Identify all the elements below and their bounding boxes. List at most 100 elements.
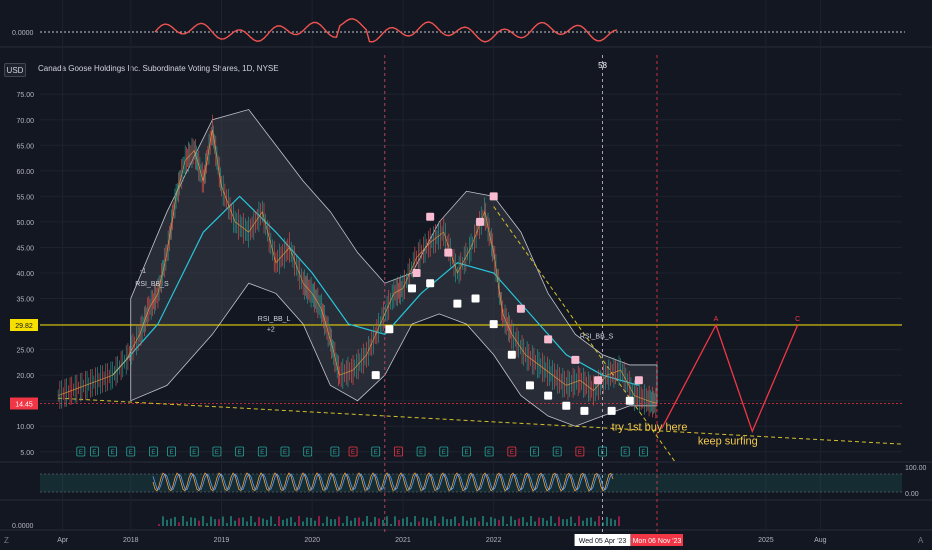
volume-bar (598, 516, 600, 526)
earnings-letter: E (215, 450, 219, 456)
volume-bar (546, 520, 548, 526)
y-tick-label: 40.00 (16, 271, 34, 278)
volume-bar (478, 521, 480, 526)
last-price-tag-label: 14.45 (15, 402, 33, 409)
axes: 75.00 70.00 65.00 60.00 55.00 50.00 45.00 40.00… (10, 92, 827, 546)
volume-bar (270, 516, 272, 526)
volume-bar (178, 522, 180, 526)
earnings-letter: E (533, 450, 537, 456)
corner-left-label[interactable]: Z (4, 536, 9, 545)
volume-bar (490, 516, 492, 526)
buy-signal-marker (544, 391, 553, 400)
buy-signal-marker (408, 284, 417, 293)
volume-bar (514, 519, 516, 526)
ema-line (112, 195, 640, 386)
volume-bar (358, 517, 360, 526)
earnings-marker (108, 446, 117, 457)
level-tag-label: 29.82 (15, 323, 33, 330)
earnings-marker (235, 446, 245, 457)
x-tick-label: Aug (814, 537, 827, 544)
earnings-letter: E (129, 450, 133, 456)
buy-signal-marker (489, 320, 498, 329)
earnings-marker (575, 446, 585, 457)
volume-bar (302, 521, 304, 526)
earnings-letter: E (442, 450, 446, 456)
volume-bar (594, 521, 596, 526)
earnings-letter: E (111, 450, 115, 456)
top-marker-label: 58 (598, 61, 607, 70)
earnings-marker (303, 446, 313, 457)
volume-bar (186, 521, 188, 526)
buy-signal-marker (385, 325, 394, 334)
volume-bar (374, 516, 376, 526)
earnings-marker (484, 446, 494, 457)
corner-right-label[interactable]: A (918, 536, 924, 545)
volume-bar (406, 516, 408, 526)
volume-bar (226, 523, 228, 526)
volume-bar (166, 519, 168, 526)
volume-bar (310, 517, 312, 526)
earnings-letter: E (283, 450, 287, 456)
y-tick-label: 45.00 (16, 245, 34, 252)
crosshair-date-box (631, 534, 684, 546)
top-osc-label: 0.0000 (12, 30, 34, 37)
volume-bar (554, 523, 556, 526)
crosshair-date-label: Wed 05 Apr '23 (579, 538, 627, 545)
earnings-letter: E (351, 450, 355, 456)
volume-bar (550, 516, 552, 526)
volume-bar (422, 517, 424, 526)
volume-bar (266, 519, 268, 526)
volume-bar (430, 520, 432, 526)
x-tick-label: 2019 (214, 537, 230, 544)
annotation-label: +2 (267, 327, 275, 334)
earnings-marker (90, 446, 99, 457)
volume-bar (274, 523, 276, 526)
volume-bar (542, 517, 544, 526)
volume-bar (354, 517, 356, 526)
volume-bar (438, 523, 440, 526)
volume-bar (170, 518, 172, 526)
volume-bar (454, 516, 456, 526)
buy-signal-marker (426, 279, 435, 288)
level-tag (10, 319, 38, 332)
volume-bar (366, 516, 368, 526)
earnings-marker (371, 446, 381, 457)
earnings-letter: E (601, 450, 605, 456)
earnings-letter: E (151, 450, 155, 456)
volume-bar (522, 516, 524, 526)
volume-bar (214, 519, 216, 526)
x-tick-label: 2022 (486, 537, 502, 544)
volume-bar (286, 518, 288, 526)
volume-bar (258, 516, 260, 526)
volume-bar (578, 516, 580, 526)
sell-signal-marker (444, 248, 453, 257)
earnings-letter: E (374, 450, 378, 456)
volume-bar (450, 519, 452, 526)
sell-signal-marker (544, 335, 553, 344)
earnings-letter: E (238, 450, 242, 456)
buy-signal-marker (525, 381, 534, 390)
volume-bar (606, 516, 608, 526)
x-tick-label: 2020 (304, 537, 320, 544)
volume-bar (586, 517, 588, 526)
currency-button[interactable]: USD (4, 63, 26, 77)
earnings-letter: E (578, 450, 582, 456)
x-tick-label: 2025 (758, 537, 774, 544)
volume-bar (390, 523, 392, 526)
volume-bar (202, 516, 204, 526)
volume-bar (482, 516, 484, 526)
volume-bar (466, 520, 468, 526)
y-tick-label: 10.00 (16, 424, 34, 431)
earnings-letter: E (555, 450, 559, 456)
earnings-letter: E (92, 450, 96, 456)
y-tick-label: 55.00 (16, 194, 34, 201)
y-tick-label: 70.00 (16, 118, 34, 125)
volume-bar (462, 516, 464, 526)
volume-bar (182, 516, 184, 526)
volume-bar (326, 516, 328, 526)
earnings-letter: E (419, 450, 423, 456)
volume-bar (618, 516, 620, 526)
volume-bar (614, 519, 616, 526)
earnings-marker (280, 446, 290, 457)
